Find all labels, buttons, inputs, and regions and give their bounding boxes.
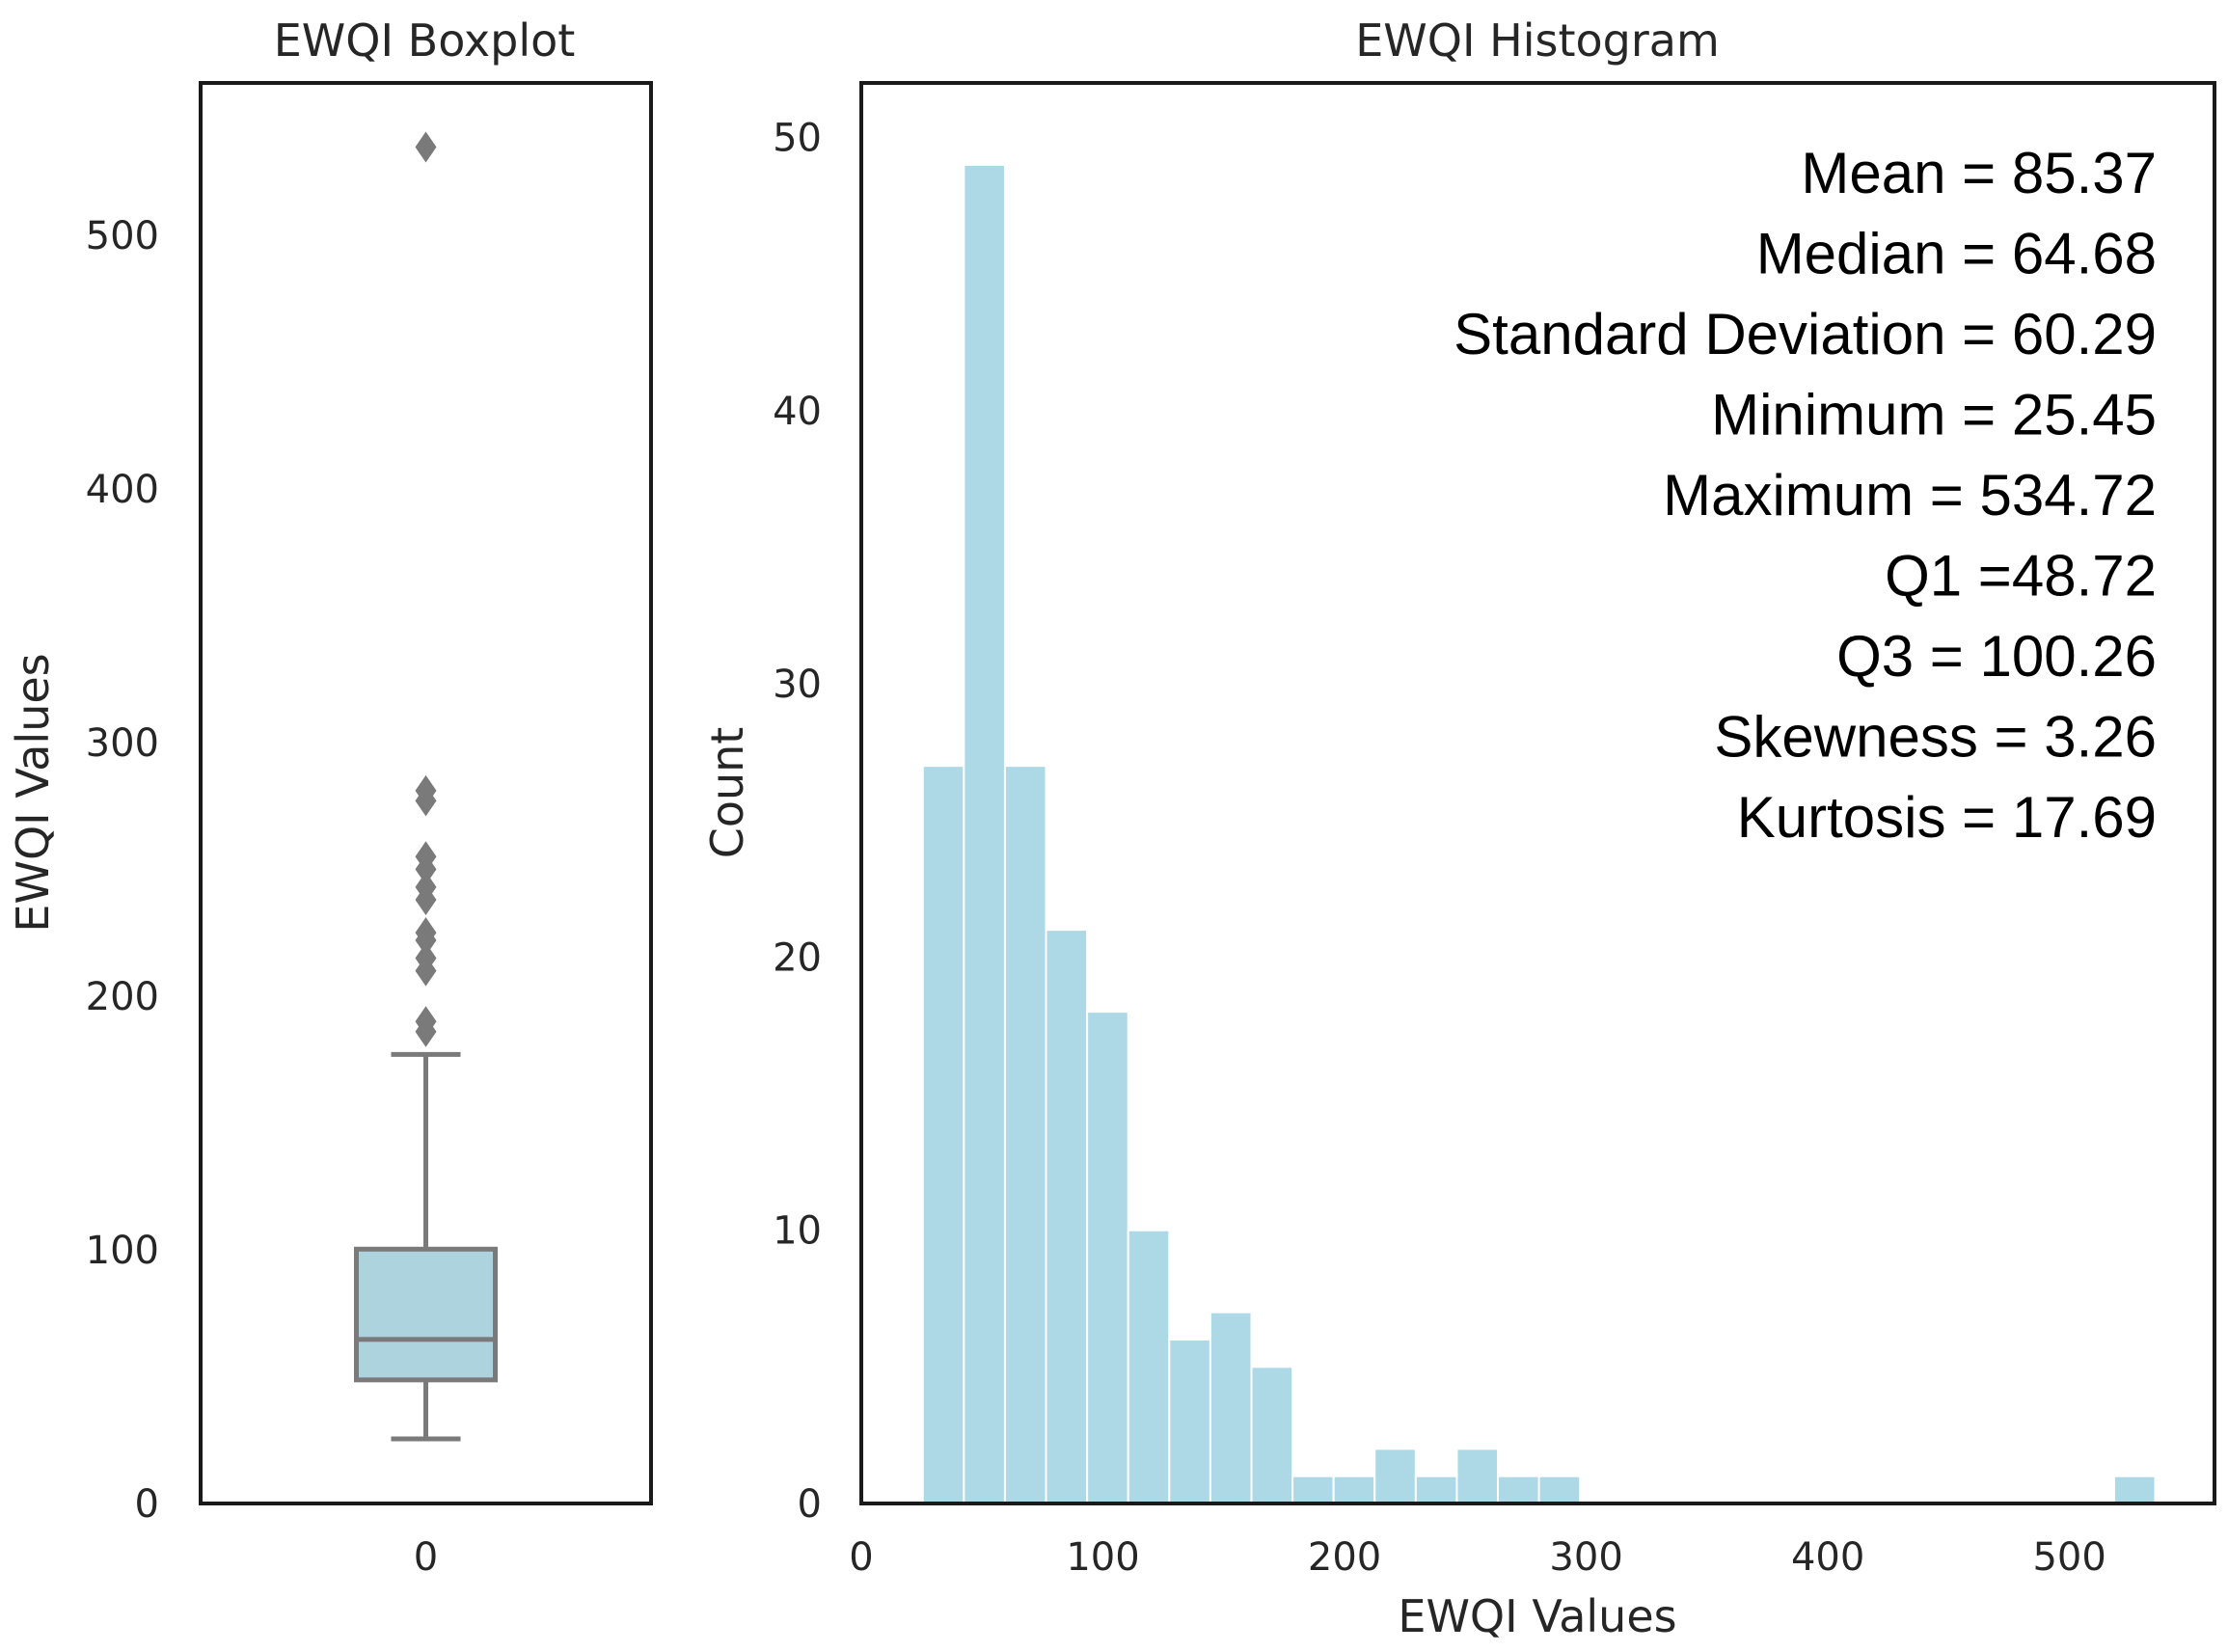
boxplot-y-axis-label: EWQI Values xyxy=(7,653,59,932)
boxplot-y-tick-label: 500 xyxy=(86,214,159,258)
boxplot-box xyxy=(354,1246,498,1383)
histogram-bar xyxy=(1209,1311,1253,1505)
boxplot-y-tick-label: 400 xyxy=(86,468,159,512)
boxplot-y-tick-label: 0 xyxy=(135,1482,159,1527)
boxplot-outlier xyxy=(415,131,437,163)
histogram-stat-annotation: Mean = 85.37 xyxy=(1801,141,2157,205)
boxplot-outlier xyxy=(415,871,437,903)
boxplot-y-tick-label: 300 xyxy=(86,721,159,766)
histogram-bar xyxy=(1003,765,1047,1504)
histogram-bar xyxy=(921,765,965,1504)
histogram-stat-annotation: Skewness = 3.26 xyxy=(1714,705,2157,770)
histogram-bar xyxy=(1250,1366,1294,1504)
histogram-stat-annotation: Minimum = 25.45 xyxy=(1711,383,2157,447)
histogram-x-tick-label: 200 xyxy=(1308,1535,1381,1580)
boxplot-outlier xyxy=(415,774,437,806)
histogram-bar xyxy=(1127,1229,1171,1504)
histogram-bar xyxy=(1537,1475,1582,1505)
boxplot-title: EWQI Boxplot xyxy=(274,14,576,67)
boxplot-marks xyxy=(354,131,498,1442)
histogram-y-tick-label: 10 xyxy=(773,1209,822,1254)
histogram-x-tick-label: 500 xyxy=(2032,1535,2106,1580)
boxplot-x-tick-label: 0 xyxy=(414,1535,438,1580)
histogram-bars xyxy=(921,163,2157,1505)
boxplot-outlier xyxy=(415,917,437,949)
histogram-bar xyxy=(1373,1448,1417,1505)
histogram-bar xyxy=(1291,1475,1335,1505)
histogram-x-tick-label: 0 xyxy=(849,1535,873,1580)
histogram-x-tick-label: 100 xyxy=(1066,1535,1139,1580)
histogram-bar xyxy=(1086,1011,1129,1504)
boxplot-outlier xyxy=(415,1006,437,1038)
boxplot-y-tick-label: 200 xyxy=(86,975,159,1019)
histogram-stat-annotation: Standard Deviation = 60.29 xyxy=(1454,302,2157,366)
histogram-bar xyxy=(1332,1475,1376,1505)
histogram-frame xyxy=(859,81,2216,1505)
histogram-bar xyxy=(1455,1448,1500,1505)
histogram-stat-annotation: Kurtosis = 17.69 xyxy=(1737,785,2157,850)
histogram-bar xyxy=(963,163,1006,1505)
histogram-x-tick-label: 300 xyxy=(1549,1535,1622,1580)
histogram-x-axis-label: EWQI Values xyxy=(1398,1590,1676,1642)
boxplot-panel: EWQI Boxplot EWQI Values 0 100 200 300 400 50… xyxy=(7,14,653,1580)
histogram-y-tick-label: 50 xyxy=(773,117,822,161)
histogram-stat-annotation: Maximum = 534.72 xyxy=(1663,463,2157,528)
histogram-stat-annotation: Q1 =48.72 xyxy=(1885,544,2157,609)
histogram-stat-annotation: Q3 = 100.26 xyxy=(1836,624,2157,689)
boxplot-outlier xyxy=(415,942,437,974)
histogram-stat-annotation: Median = 64.68 xyxy=(1756,222,2157,286)
histogram-bar xyxy=(1497,1475,1540,1505)
histogram-y-tick-label: 30 xyxy=(773,663,822,707)
histogram-bar xyxy=(1168,1339,1211,1504)
histogram-bar xyxy=(1045,929,1089,1504)
histogram-y-axis-label: Count xyxy=(701,727,753,859)
boxplot-x-ticks: 0 xyxy=(414,1535,438,1580)
histogram-y-tick-label: 40 xyxy=(773,390,822,434)
histogram-bar xyxy=(2112,1475,2157,1505)
histogram-y-ticks: 0 10 20 30 40 50 xyxy=(773,117,822,1527)
histogram-x-ticks: 0 100 200 300 400 500 xyxy=(849,1535,2106,1580)
histogram-x-tick-label: 400 xyxy=(1791,1535,1864,1580)
histogram-bar xyxy=(1414,1475,1458,1505)
histogram-statistics: Mean = 85.37 Median = 64.68 Standard Devia… xyxy=(1454,141,2157,850)
boxplot-outlier xyxy=(415,841,437,873)
boxplot-frame xyxy=(199,81,653,1505)
histogram-y-tick-label: 0 xyxy=(798,1482,822,1527)
histogram-panel: EWQI Histogram Count EWQI Values 0 10 20 30… xyxy=(701,14,2216,1642)
boxplot-y-tick-label: 100 xyxy=(86,1229,159,1273)
boxplot-y-ticks: 0 100 200 300 400 500 xyxy=(86,214,159,1527)
histogram-y-tick-label: 20 xyxy=(773,935,822,980)
histogram-title: EWQI Histogram xyxy=(1355,14,1720,67)
